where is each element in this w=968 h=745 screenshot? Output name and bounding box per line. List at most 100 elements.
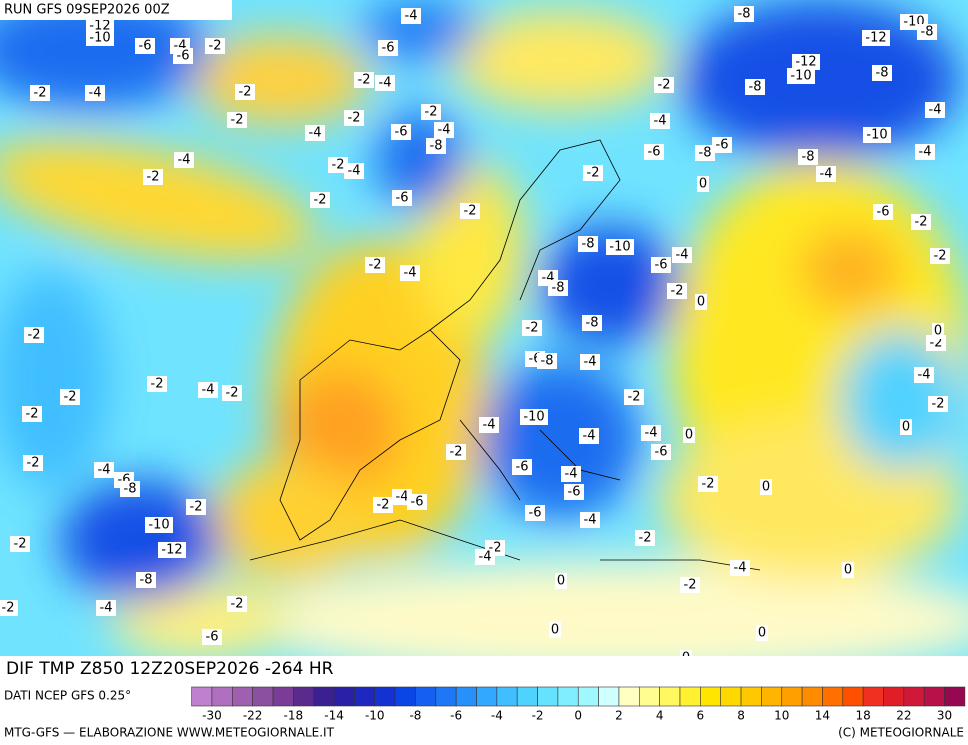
legend-label: -2 (532, 709, 544, 723)
contour-label-box (555, 573, 567, 589)
contour-label: 0 (685, 428, 693, 443)
field-label: DIF TMP Z850 12Z20SEP2026 -264 HR (6, 659, 334, 679)
contour-label: -2 (464, 204, 477, 219)
contour-label-box (475, 549, 495, 565)
legend-swatch (903, 686, 925, 707)
contour-label: -8 (699, 146, 712, 161)
contour-label-box (446, 444, 466, 460)
contour-label: -2 (358, 73, 371, 88)
contour-label: -4 (929, 103, 942, 118)
contour-label: -4 (583, 429, 596, 444)
contour-label-box (392, 190, 412, 206)
contour-label: -10 (609, 240, 630, 255)
legend-swatch (781, 686, 803, 707)
contour-label: -2 (658, 78, 671, 93)
legend-label: 30 (937, 709, 952, 723)
contour-label-box (460, 203, 480, 219)
contour-label: 0 (697, 295, 705, 310)
legend-swatch (313, 686, 335, 707)
contour-label-box (580, 354, 600, 370)
contour-label-box (145, 517, 173, 533)
contour-label-box (373, 497, 393, 513)
contour-label: -2 (332, 158, 345, 173)
contour-label: -2 (639, 531, 652, 546)
legend-label: -14 (324, 709, 344, 723)
contour-label-box (582, 315, 602, 331)
contour-label: -2 (239, 85, 252, 100)
contour-label: -2 (64, 390, 77, 405)
contour-label: -2 (26, 407, 39, 422)
contour-label-box (863, 127, 891, 143)
contour-label: -2 (587, 166, 600, 181)
contour-label-box (915, 144, 935, 160)
legend-swatch (842, 686, 864, 707)
contour-label: -12 (89, 19, 110, 34)
legend-swatch (557, 686, 579, 707)
contour-label-box (792, 54, 820, 70)
contour-label: -2 (151, 377, 164, 392)
contour-label: -4 (348, 164, 361, 179)
contour-label-box (328, 157, 348, 173)
contour-label: -6 (568, 485, 581, 500)
contour-label: -10 (148, 518, 169, 533)
contour-label: -2 (934, 249, 947, 264)
contour-label-box (434, 122, 454, 138)
legend-label: -22 (243, 709, 263, 723)
contour-label-box (205, 38, 225, 54)
legend-swatch (883, 686, 905, 707)
contour-label-box (683, 427, 695, 443)
contour-label: -2 (628, 390, 641, 405)
legend-swatch (740, 686, 762, 707)
contour-label: -8 (921, 25, 934, 40)
contour-label: -8 (738, 7, 751, 22)
temperature-field (0, 0, 968, 656)
contour-label-box (930, 248, 950, 264)
contour-label-box (401, 8, 421, 24)
contour-label: 0 (762, 480, 770, 495)
legend-swatch (415, 686, 437, 707)
contour-label: 0 (902, 420, 910, 435)
contour-label-box (235, 84, 255, 100)
contour-label-box (695, 145, 715, 161)
legend-swatch (577, 686, 599, 707)
contour-label: -4 (202, 383, 215, 398)
contour-label-box (344, 163, 364, 179)
legend-swatch (394, 686, 416, 707)
legend-swatch (435, 686, 457, 707)
legend-label: 6 (697, 709, 705, 723)
contour-label-box (900, 419, 912, 435)
contour-label: -4 (98, 463, 111, 478)
contour-label-box (672, 247, 692, 263)
contour-label-box (842, 562, 854, 578)
contour-label: -4 (734, 561, 747, 576)
contour-label: -4 (479, 550, 492, 565)
contour-label: -6 (529, 506, 542, 521)
legend-label: -10 (365, 709, 385, 723)
contour-label: -8 (802, 150, 815, 165)
contour-label-box (873, 204, 893, 220)
contour-label-box (22, 406, 42, 422)
contour-label-box (96, 600, 116, 616)
contour-label: -6 (382, 41, 395, 56)
contour-label-box (928, 396, 948, 412)
contour-label: -2 (147, 170, 160, 185)
contour-label: 0 (934, 324, 942, 339)
contour-label: -8 (140, 573, 153, 588)
header-box (0, 0, 232, 20)
contour-label-box (872, 65, 892, 81)
contour-label: -2 (14, 537, 27, 552)
field-box (0, 656, 458, 682)
contour-label-box (198, 382, 218, 398)
contour-label: -2 (209, 39, 222, 54)
legend-swatch (659, 686, 681, 707)
legend-swatch (293, 686, 315, 707)
contour-label: -8 (552, 281, 565, 296)
contour-label: -2 (2, 601, 15, 616)
contour-label-box (520, 409, 548, 425)
contour-label: -4 (919, 145, 932, 160)
contour-label: -2 (526, 321, 539, 336)
contour-label: -4 (404, 266, 417, 281)
contour-label: -4 (565, 467, 578, 482)
contour-label-box (578, 236, 598, 252)
contour-label-box (760, 479, 772, 495)
